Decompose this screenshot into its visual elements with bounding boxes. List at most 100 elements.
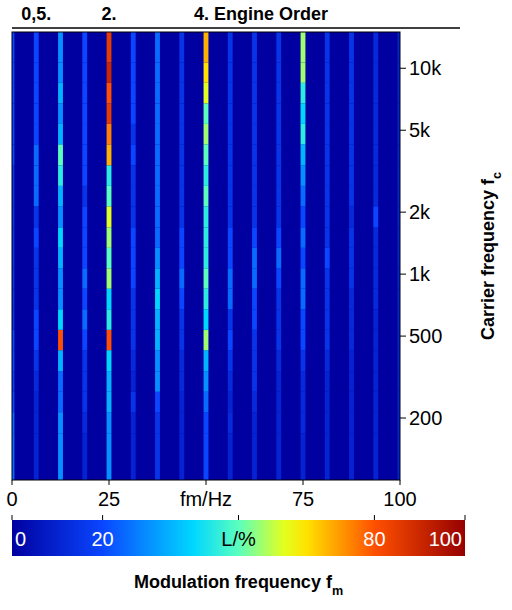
heat-cell [131, 248, 136, 268]
heat-cell [58, 309, 63, 330]
y-tick [400, 418, 406, 419]
heat-cell [155, 248, 160, 268]
heat-cell [179, 371, 184, 392]
heat-cell [373, 165, 378, 186]
heat-cell [301, 330, 306, 350]
heat-cell [301, 268, 306, 288]
heat-cell [155, 186, 160, 206]
heat-cell [252, 144, 257, 165]
heat-cell [58, 165, 63, 186]
y-tick-label: 1k [409, 263, 431, 285]
heat-cell [325, 433, 330, 480]
heat-cell [349, 268, 354, 288]
heat-cell [373, 248, 378, 268]
heat-cell [228, 371, 233, 392]
heat-cell [204, 433, 209, 480]
heat-cell [107, 433, 112, 480]
heat-cell [301, 206, 306, 227]
heat-cell [107, 144, 112, 165]
heat-cell [131, 124, 136, 144]
heat-cell [34, 62, 39, 82]
heat-cell [301, 32, 306, 62]
heat-cell [276, 289, 281, 310]
heat-cell [155, 309, 160, 330]
heat-cell [107, 227, 112, 248]
heat-cell [179, 186, 184, 206]
heat-cell [373, 83, 378, 104]
heat-cell [82, 248, 87, 268]
heat-cell [349, 32, 354, 62]
heat-cell [179, 32, 184, 62]
heat-cell [276, 248, 281, 268]
colorbar-tick-label: 0 [15, 528, 26, 550]
heat-cell [34, 32, 39, 62]
heat-cell [34, 206, 39, 227]
heat-cell [301, 124, 306, 144]
heat-cell [179, 309, 184, 330]
y-axis-title: Carrier frequency fc [478, 172, 504, 340]
heat-cell [301, 103, 306, 124]
heat-cell [155, 412, 160, 433]
heat-cell [373, 144, 378, 165]
heat-cell [58, 83, 63, 104]
annotation: 2. [101, 4, 116, 24]
plot-frame [12, 32, 400, 480]
heat-cell [301, 392, 306, 412]
heat-cell [34, 186, 39, 206]
heat-cell [155, 103, 160, 124]
heat-cell [349, 103, 354, 124]
heat-cell [228, 144, 233, 165]
heat-cell [107, 62, 112, 82]
heat-cell [155, 165, 160, 186]
heat-cell [228, 433, 233, 480]
y-tick [400, 130, 406, 131]
heat-cell [58, 350, 63, 371]
heat-cell [131, 206, 136, 227]
heat-cell [58, 103, 63, 124]
heat-cell [228, 227, 233, 248]
heat-cell [349, 392, 354, 412]
heat-cell [58, 144, 63, 165]
heat-cell [252, 289, 257, 310]
heat-cell [58, 330, 63, 350]
heat-cell [373, 206, 378, 227]
heat-cell [107, 412, 112, 433]
heat-cell [301, 248, 306, 268]
heat-cell [276, 412, 281, 433]
heat-cell [107, 32, 112, 62]
heat-cell [301, 165, 306, 186]
heat-cell [252, 32, 257, 62]
heat-cell [325, 124, 330, 144]
heat-cell [252, 206, 257, 227]
heat-cell [325, 83, 330, 104]
heat-cell [131, 330, 136, 350]
heat-cell [82, 103, 87, 124]
heat-cell [179, 350, 184, 371]
heat-cell [155, 83, 160, 104]
colorbar-tick [465, 515, 466, 520]
heat-cell [58, 62, 63, 82]
heat-cell [276, 227, 281, 248]
heat-cell [373, 186, 378, 206]
heat-cell [276, 433, 281, 480]
heat-cell [82, 124, 87, 144]
heat-cell [58, 433, 63, 480]
heat-cell [252, 309, 257, 330]
heat-cell [228, 412, 233, 433]
heat-cell [58, 268, 63, 288]
heat-cell [131, 309, 136, 330]
heat-cell [179, 206, 184, 227]
heat-cell [301, 227, 306, 248]
heat-cell [82, 62, 87, 82]
heat-cell [82, 144, 87, 165]
heat-cell [252, 412, 257, 433]
heat-cell [325, 248, 330, 268]
heat-cell [204, 371, 209, 392]
heat-cell [228, 186, 233, 206]
heat-cell [252, 186, 257, 206]
x-tick-label: 25 [98, 488, 120, 510]
colorbar-tick-label: 100 [429, 528, 462, 550]
heat-cell [325, 309, 330, 330]
heat-cell [276, 144, 281, 165]
heat-cell [82, 309, 87, 330]
